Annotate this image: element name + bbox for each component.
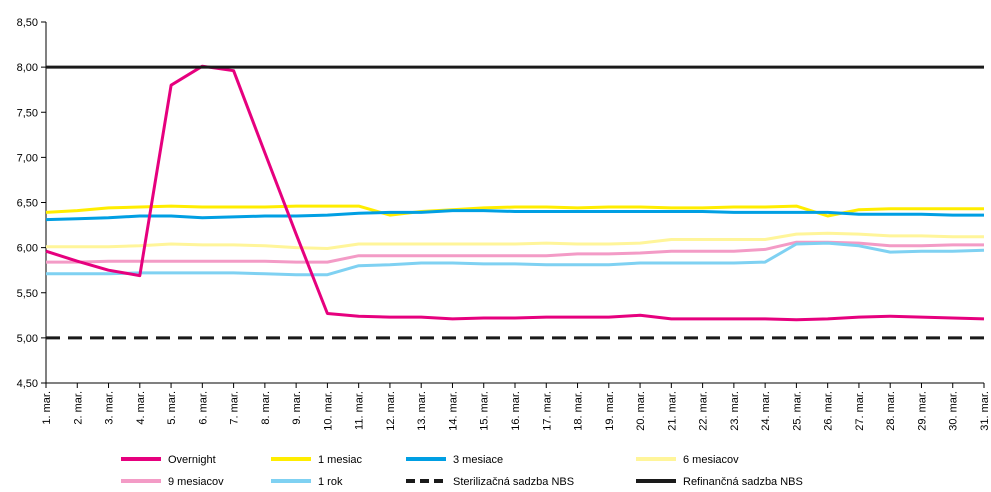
y-tick-label: 5,00 xyxy=(17,333,38,345)
y-tick-label: 4,50 xyxy=(17,378,38,390)
x-tick-label: 1. mar. xyxy=(41,391,53,425)
legend-label: Overnight xyxy=(168,454,216,466)
series-layer xyxy=(45,64,985,340)
legend-item: 3 mesiace xyxy=(406,454,503,466)
legend-item: 6 mesiacov xyxy=(636,454,739,466)
x-tick-label: 4. mar. xyxy=(135,391,147,425)
x-tick-label: 10. mar. xyxy=(322,391,334,431)
x-tick-label: 17. mar. xyxy=(541,391,553,431)
x-tick-label: 8. mar. xyxy=(260,391,272,425)
x-tick-label: 29. mar. xyxy=(916,391,928,431)
legend-label: Refinančná sadzba NBS xyxy=(683,476,803,488)
y-tick-label: 6,50 xyxy=(17,198,38,210)
axes: 4,50 5,00 5,50 6,00 6,50 7,00 7,50 8,00 8,50 1. m… xyxy=(17,17,991,431)
legend-label: 1 rok xyxy=(318,476,343,488)
legend-label: 9 mesiacov xyxy=(168,476,224,488)
series-line-6-mesiacov xyxy=(46,231,984,250)
y-tick-label: 7,00 xyxy=(17,152,38,164)
y-tick-label: 8,00 xyxy=(17,62,38,74)
x-tick-label: 7. mar. xyxy=(229,391,241,425)
x-tick-label: 9. mar. xyxy=(291,391,303,425)
x-tick-label: 30. mar. xyxy=(948,391,960,431)
x-tick-label: 28. mar. xyxy=(885,391,897,431)
x-tick-label: 25. mar. xyxy=(791,391,803,431)
x-tick-label: 16. mar. xyxy=(510,391,522,431)
x-tick-label: 18. mar. xyxy=(573,391,585,431)
x-tick-label: 3. mar. xyxy=(104,391,116,425)
series-line-1-mesiac xyxy=(45,204,984,218)
x-tick-label: 26. mar. xyxy=(823,391,835,431)
x-tick-label: 27. mar. xyxy=(854,391,866,431)
x-tick-label: 12. mar. xyxy=(385,391,397,431)
series-line-3-mesiace xyxy=(45,209,984,222)
x-tick-label: 24. mar. xyxy=(760,391,772,431)
y-tick-label: 8,50 xyxy=(17,17,38,29)
x-tick-label: 14. mar. xyxy=(447,391,459,431)
y-tick-label: 5,50 xyxy=(17,288,38,300)
y-tick-label: 7,50 xyxy=(17,107,38,119)
x-tick-label: 31. mar. xyxy=(979,391,991,431)
legend-label: 3 mesiace xyxy=(453,454,503,466)
legend-item: Sterilizačná sadzba NBS xyxy=(406,476,574,488)
legend-item: 9 mesiacov xyxy=(121,476,224,488)
x-tick-label: 21. mar. xyxy=(666,391,678,431)
legend-item: 1 mesiac xyxy=(271,454,363,466)
x-tick-label: 11. mar. xyxy=(354,391,366,430)
legend-item: Refinančná sadzba NBS xyxy=(636,476,803,488)
legend: Overnight 1 mesiac 3 mesiace 6 mesiacov 9 me… xyxy=(121,454,803,488)
x-tick-label: 6. mar. xyxy=(197,391,209,425)
x-tick-label: 22. mar. xyxy=(698,391,710,431)
x-tick-label: 15. mar. xyxy=(479,391,491,431)
x-tick-label: 23. mar. xyxy=(729,391,741,431)
series-line-overnight xyxy=(45,64,985,322)
x-tick-label: 2. mar. xyxy=(72,391,84,425)
legend-item: 1 rok xyxy=(271,476,343,488)
x-tick-label: 13. mar. xyxy=(416,391,428,431)
x-tick-label: 20. mar. xyxy=(635,391,647,431)
legend-label: Sterilizačná sadzba NBS xyxy=(453,476,574,488)
x-tick-label: 19. mar. xyxy=(604,391,616,431)
x-tick-label: 5. mar. xyxy=(166,391,178,425)
legend-label: 6 mesiacov xyxy=(683,454,739,466)
series-line-1-rok xyxy=(46,241,985,277)
y-tick-label: 6,00 xyxy=(17,243,38,255)
legend-label: 1 mesiac xyxy=(318,454,363,466)
legend-item: Overnight xyxy=(121,454,216,466)
